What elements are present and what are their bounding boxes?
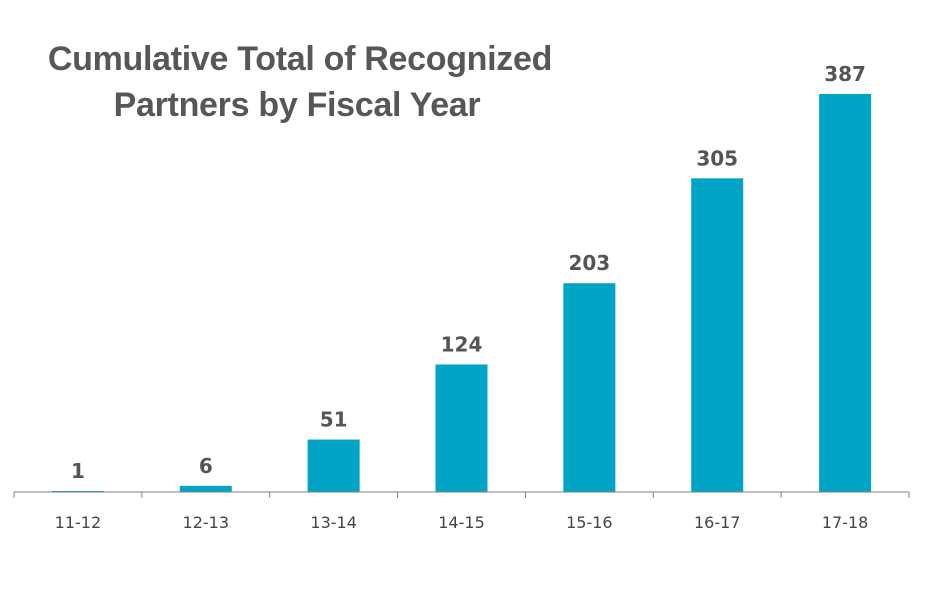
x-tick-label-16-17: 16-17: [694, 513, 741, 532]
x-tick-label-15-16: 15-16: [566, 513, 613, 532]
bar-15-16: [563, 283, 616, 492]
data-label-17-18: 387: [824, 62, 866, 86]
chart-title-line-1: Cumulative Total of Recognized: [47, 40, 553, 78]
data-label-11-12: 1: [71, 459, 85, 483]
data-label-15-16: 203: [568, 251, 610, 275]
bar-14-15: [435, 364, 488, 492]
x-tick-label-12-13: 12-13: [183, 513, 230, 532]
data-label-13-14: 51: [320, 408, 348, 432]
x-tick-label-14-15: 14-15: [438, 513, 485, 532]
bar-16-17: [691, 178, 744, 492]
x-tick-label-17-18: 17-18: [822, 513, 869, 532]
data-label-14-15: 124: [441, 332, 483, 356]
bar-12-13: [179, 485, 232, 492]
bar-11-12: [51, 490, 104, 492]
x-tick-label-11-12: 11-12: [55, 513, 102, 532]
bar-13-14: [307, 439, 360, 492]
x-tick-label-13-14: 13-14: [310, 513, 357, 532]
data-label-16-17: 305: [696, 146, 738, 170]
data-label-12-13: 6: [199, 454, 213, 478]
chart-title-line-2: Partners by Fiscal Year: [113, 86, 481, 124]
bar-17-18: [819, 94, 872, 492]
